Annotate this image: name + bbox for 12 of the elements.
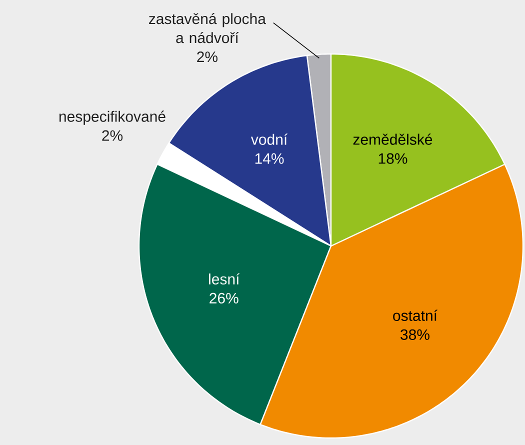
- slice-label: zemědělské: [353, 134, 432, 145]
- data-label: 26%: [210, 292, 238, 304]
- data-label: 2%: [102, 130, 123, 141]
- slice-label: vodní: [250, 134, 288, 145]
- slice-label: ostatní: [393, 310, 438, 321]
- data-label: 14%: [255, 153, 284, 164]
- data-label: 38%: [400, 329, 430, 340]
- slice-label: lesní: [209, 273, 240, 284]
- data-label: 2%: [197, 52, 218, 62]
- data-label: 18%: [378, 153, 408, 164]
- slice-label: zastavěná plocha a nádvoří: [149, 12, 266, 44]
- slice-label: nespecifikované: [59, 110, 166, 125]
